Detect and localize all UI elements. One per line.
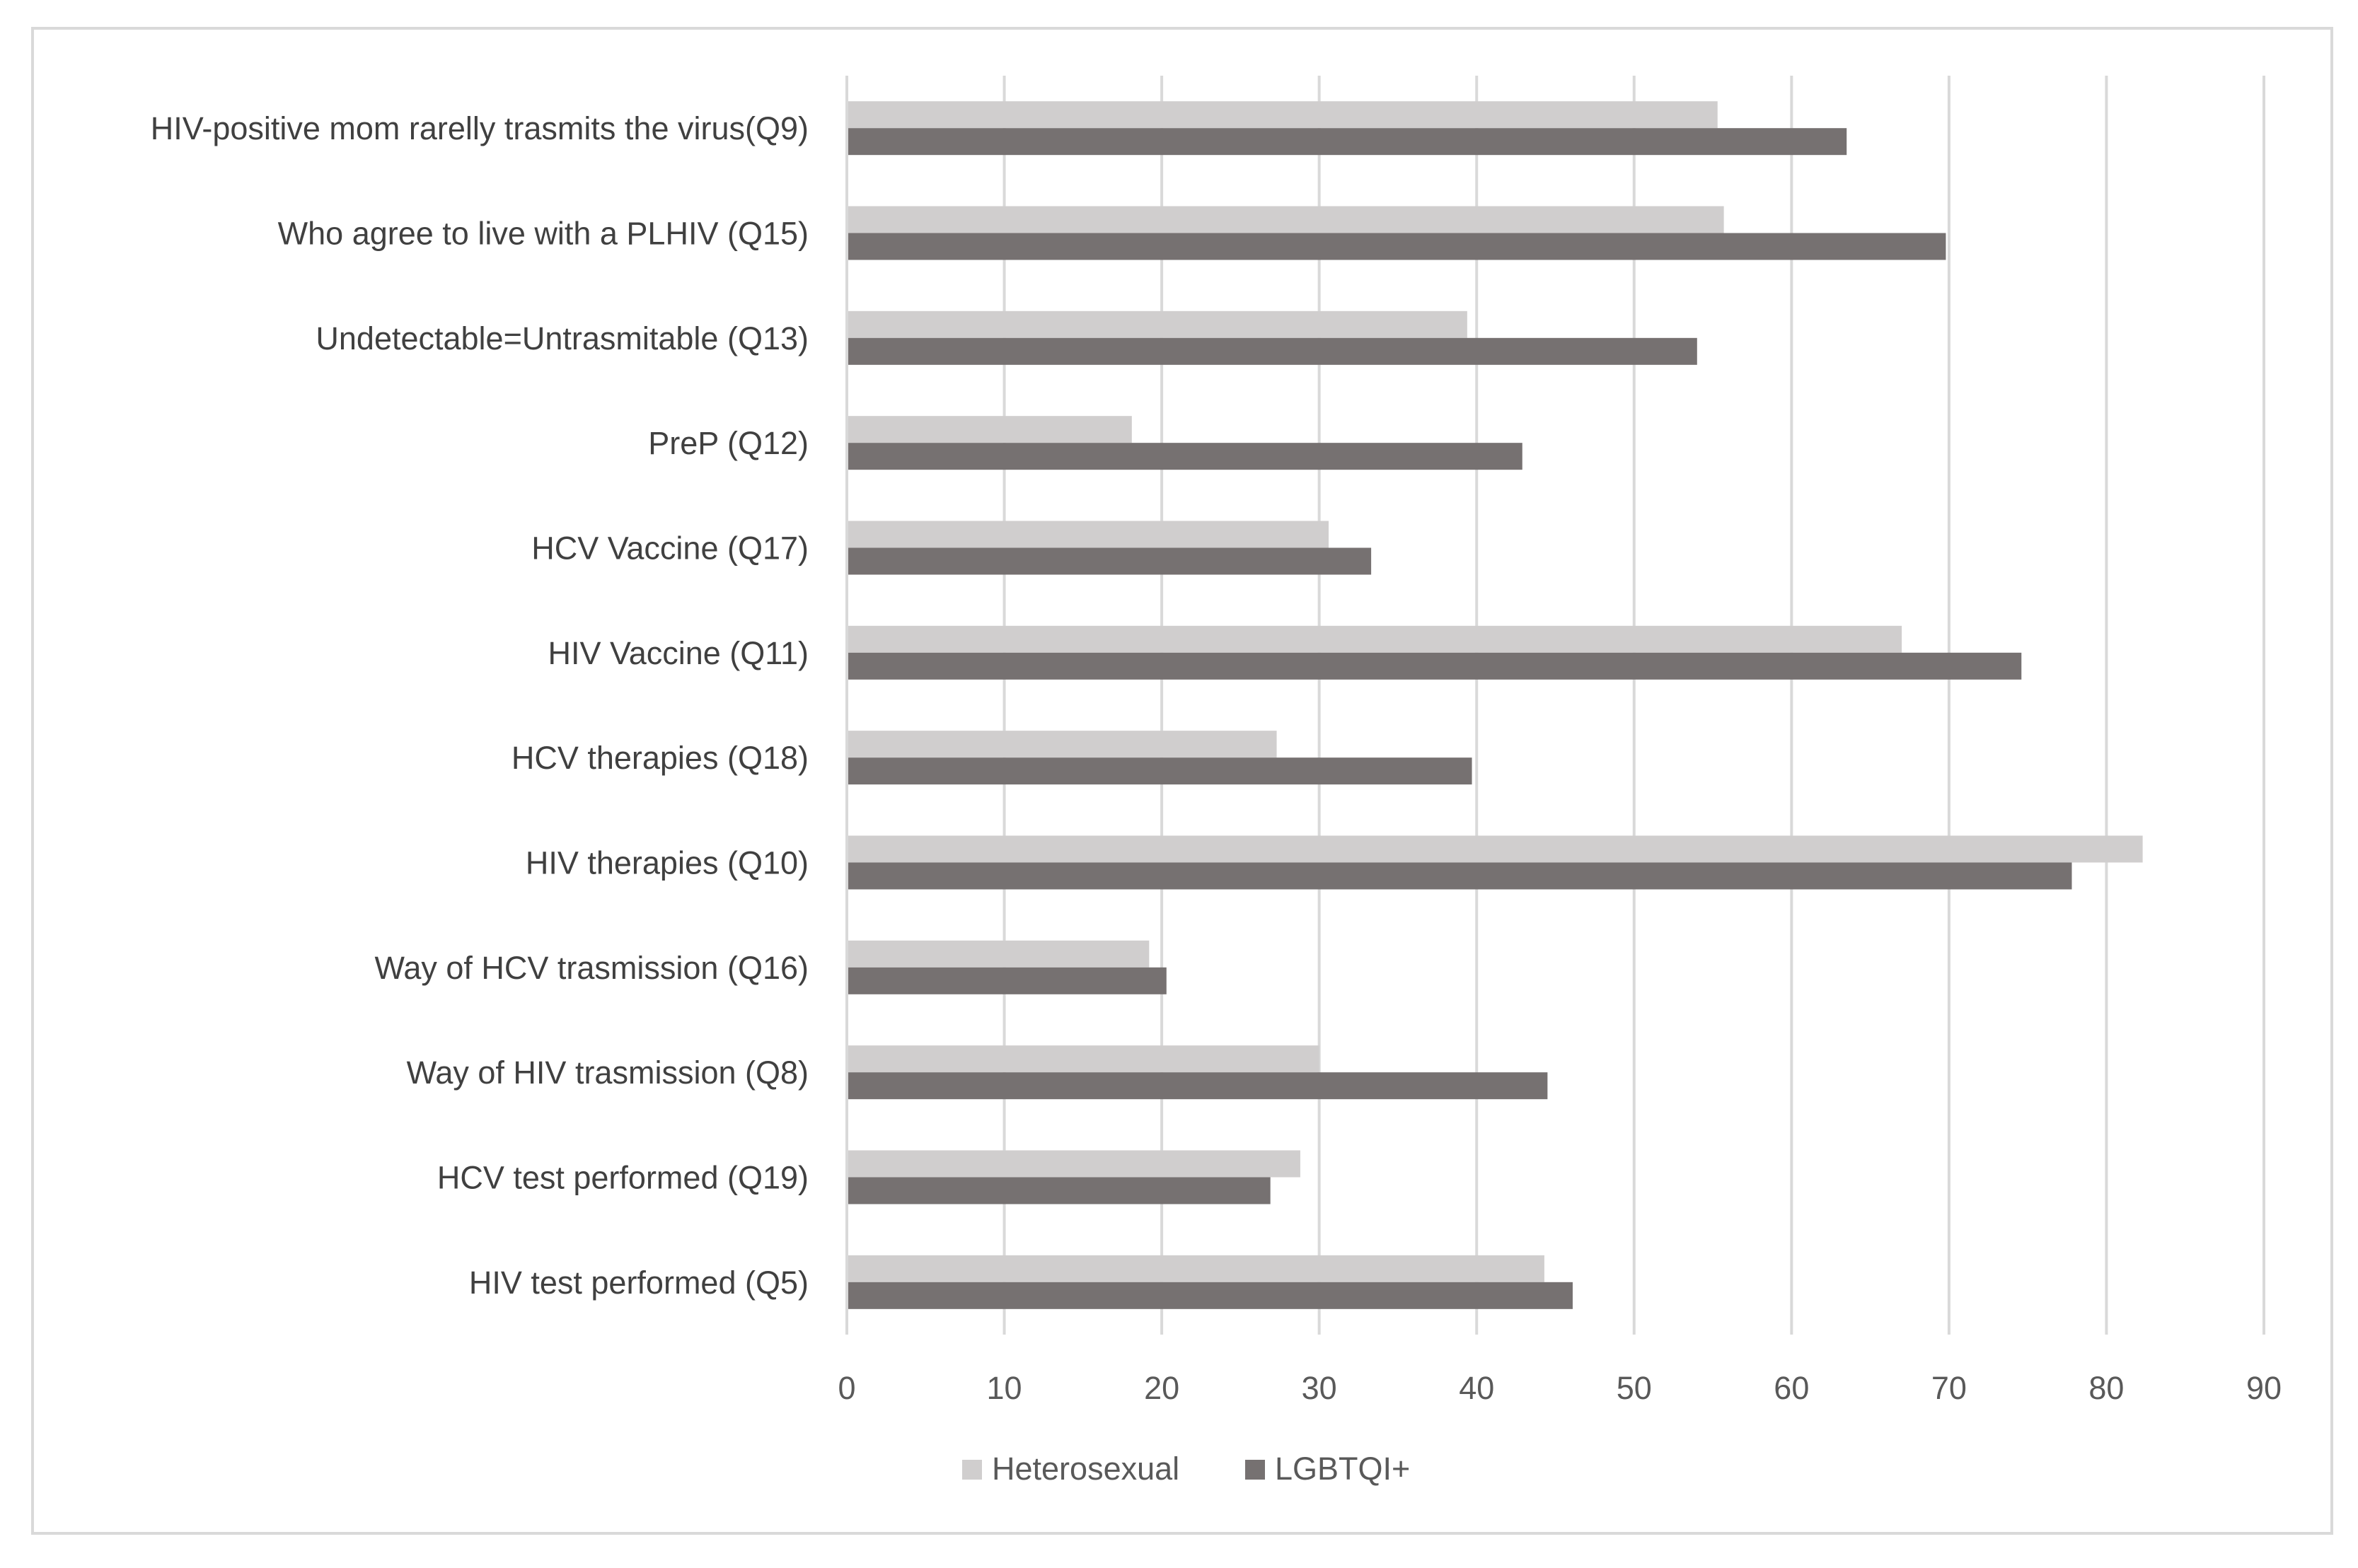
bar-heterosexual (847, 940, 1150, 968)
bar-heterosexual (847, 521, 1329, 548)
bar-lgbtqi (847, 1282, 1573, 1309)
bar-lgbtqi (847, 1072, 1548, 1100)
legend-label-heterosexual: Heterosexual (992, 1451, 1179, 1487)
bar-heterosexual (847, 1150, 1300, 1178)
bar-lgbtqi (847, 443, 1522, 470)
bar-heterosexual (847, 416, 1132, 443)
bar-heterosexual (847, 310, 1467, 338)
bar-lgbtqi (847, 233, 1946, 260)
bar-heterosexual (847, 206, 1724, 233)
x-tick-label: 30 (1302, 1370, 1337, 1406)
bar-heterosexual (847, 835, 2143, 863)
x-tick-label: 60 (1774, 1370, 1809, 1406)
bar-heterosexual (847, 1045, 1319, 1073)
bar-lgbtqi (847, 128, 1847, 156)
category-label: HCV test performed (Q19) (437, 1160, 809, 1196)
bar-heterosexual (847, 625, 1902, 653)
bar-lgbtqi (847, 1177, 1271, 1204)
x-tick-label: 20 (1144, 1370, 1179, 1406)
x-tick-label: 40 (1459, 1370, 1494, 1406)
category-label: HIV-positive mom rarelly trasmits the vi… (151, 110, 809, 146)
legend-swatch-lgbtqi (1245, 1460, 1265, 1480)
category-label: HIV Vaccine (Q11) (548, 635, 809, 671)
category-label: HCV therapies (Q18) (512, 740, 809, 776)
bar-lgbtqi (847, 652, 2022, 680)
x-tick-label: 10 (987, 1370, 1022, 1406)
category-label: Undetectable=Untrasmitable (Q13) (316, 320, 809, 356)
bar-lgbtqi (847, 547, 1372, 575)
category-label: HIV therapies (Q10) (526, 845, 809, 881)
category-label: HIV test performed (Q5) (469, 1265, 809, 1301)
category-label: Way of HCV trasmission (Q16) (375, 950, 809, 986)
bar-heterosexual (847, 1255, 1544, 1282)
x-tick-label: 90 (2246, 1370, 2282, 1406)
x-tick-label: 80 (2088, 1370, 2124, 1406)
x-tick-label: 70 (1931, 1370, 1967, 1406)
category-label: Who agree to live with a PLHIV (Q15) (278, 216, 809, 252)
category-label: PreP (Q12) (648, 425, 809, 461)
bar-heterosexual (847, 731, 1277, 758)
bar-lgbtqi (847, 862, 2072, 890)
bar-lgbtqi (847, 757, 1472, 785)
category-label: Way of HIV trasmission (Q8) (407, 1055, 809, 1091)
category-label: HCV Vaccine (Q17) (531, 530, 809, 567)
legend-swatch-heterosexual (962, 1460, 982, 1480)
bar-heterosexual (847, 101, 1718, 129)
bar-lgbtqi (847, 967, 1167, 994)
x-tick-label: 0 (838, 1370, 855, 1406)
legend-label-lgbtqi: LGBTQI+ (1275, 1451, 1410, 1487)
bar-lgbtqi (847, 337, 1697, 365)
x-tick-label: 50 (1617, 1370, 1652, 1406)
